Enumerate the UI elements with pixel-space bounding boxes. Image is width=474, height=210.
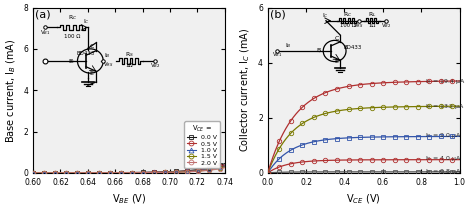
Text: (b): (b) bbox=[270, 9, 285, 19]
Text: I$_B$ = 4.0 μA: I$_B$ = 4.0 μA bbox=[425, 154, 461, 163]
Text: (a): (a) bbox=[35, 9, 51, 19]
Y-axis label: Base current, I$_B$ (mA): Base current, I$_B$ (mA) bbox=[4, 38, 18, 143]
Text: I$_B$ = 9.0 μA: I$_B$ = 9.0 μA bbox=[425, 131, 461, 140]
Text: I$_B$ = 19.4 μA: I$_B$ = 19.4 μA bbox=[425, 77, 465, 86]
Text: I$_B$ = 13.2 μA: I$_B$ = 13.2 μA bbox=[425, 102, 465, 111]
X-axis label: V$_{BE}$ (V): V$_{BE}$ (V) bbox=[112, 192, 146, 206]
Text: I$_B$ = 0.8 μA: I$_B$ = 0.8 μA bbox=[425, 167, 461, 176]
Legend: 0.0 V, 0.5 V, 1.0 V, 1.5 V, 2.0 V: 0.0 V, 0.5 V, 1.0 V, 1.5 V, 2.0 V bbox=[184, 121, 220, 168]
X-axis label: V$_{CE}$ (V): V$_{CE}$ (V) bbox=[346, 192, 381, 206]
Y-axis label: Collector current, I$_C$ (mA): Collector current, I$_C$ (mA) bbox=[239, 28, 253, 152]
